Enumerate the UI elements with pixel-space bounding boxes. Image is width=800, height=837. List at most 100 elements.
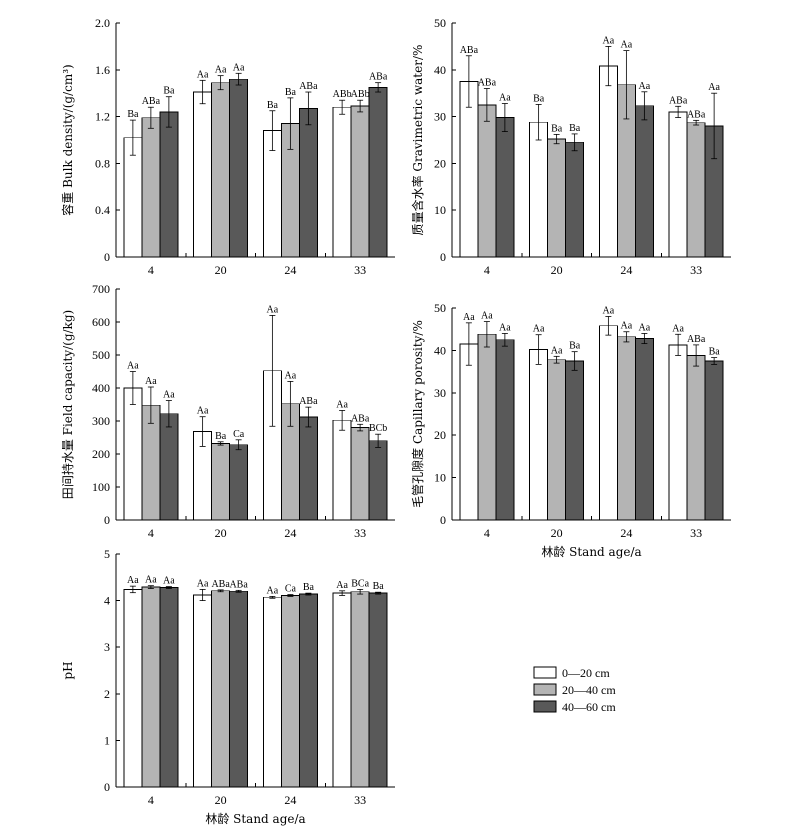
significance-label: Ba bbox=[709, 347, 721, 358]
x-tick-label: 20 bbox=[215, 526, 227, 540]
significance-label: Aa bbox=[197, 578, 209, 589]
y-tick-label: 40 bbox=[434, 63, 446, 77]
legend-label-20-40cm: 20—40 cm bbox=[562, 683, 616, 697]
y-tick-label: 1.2 bbox=[95, 110, 110, 124]
bar-40-60cm-age-33 bbox=[368, 592, 388, 788]
x-tick-label: 4 bbox=[484, 526, 490, 540]
panel-gravimetric-water: 0 10 20 30 40 50 质量含水率 Gravimetric water/% 4 ABa… bbox=[410, 16, 731, 277]
bar-20-40cm-age-24 bbox=[280, 595, 300, 788]
y-tick-label: 10 bbox=[434, 471, 446, 485]
bar-20-40cm-age-20 bbox=[211, 590, 231, 788]
significance-label: ABa bbox=[299, 396, 318, 407]
bar-40-60cm-age-24 bbox=[298, 593, 318, 788]
legend-label-40-60cm: 40—60 cm bbox=[562, 700, 616, 714]
significance-label: Aa bbox=[551, 345, 563, 356]
significance-label: Aa bbox=[127, 361, 139, 372]
bar-40-60cm-age-4 bbox=[159, 587, 179, 788]
bar-40-60cm-age-24 bbox=[298, 108, 318, 258]
significance-label: Aa bbox=[708, 82, 720, 93]
bar-0-20cm-age-24 bbox=[598, 325, 618, 521]
bar-0-20cm-age-4 bbox=[123, 387, 143, 521]
significance-label: Ba bbox=[569, 123, 581, 134]
significance-label: ABa bbox=[687, 334, 706, 345]
bar-0-20cm-age-20 bbox=[193, 91, 213, 258]
significance-label: ABa bbox=[478, 78, 497, 89]
x-tick-label: 4 bbox=[148, 263, 154, 277]
bar-40-60cm-age-33 bbox=[368, 440, 388, 521]
significance-label: ABa bbox=[211, 579, 230, 590]
x-tick-label: 24 bbox=[620, 263, 632, 277]
significance-label: BCb bbox=[369, 423, 387, 434]
bar-0-20cm-age-33 bbox=[332, 419, 352, 521]
x-tick-label: 33 bbox=[354, 263, 366, 277]
bar-0-20cm-age-33 bbox=[668, 344, 688, 521]
x-tick-label: 33 bbox=[690, 526, 702, 540]
significance-label: Aa bbox=[233, 62, 245, 73]
y-tick-label: 50 bbox=[434, 16, 446, 30]
significance-label: Aa bbox=[215, 65, 227, 76]
y-axis-title: 容重 Bulk density/(g/cm³) bbox=[60, 64, 75, 215]
y-tick-label: 700 bbox=[92, 282, 110, 296]
y-tick-label: 10 bbox=[434, 203, 446, 217]
x-tick-label: 24 bbox=[284, 793, 296, 807]
y-tick-label: 1 bbox=[104, 733, 110, 747]
y-axis-title: 质量含水率 Gravimetric water/% bbox=[410, 45, 425, 236]
y-tick-label: 0.8 bbox=[95, 156, 110, 170]
bar-0-20cm-age-20 bbox=[193, 594, 213, 788]
bar-20-40cm-age-20 bbox=[211, 443, 231, 521]
significance-label: Aa bbox=[163, 576, 175, 587]
significance-label: Aa bbox=[603, 35, 615, 46]
bar-20-40cm-age-20 bbox=[547, 138, 567, 258]
significance-label: Aa bbox=[145, 575, 157, 586]
significance-label: Aa bbox=[639, 81, 651, 92]
y-tick-label: 50 bbox=[434, 301, 446, 315]
bar-0-20cm-age-4 bbox=[459, 81, 479, 258]
legend-label-0-20cm: 0—20 cm bbox=[562, 666, 610, 680]
significance-label: Ba bbox=[569, 341, 581, 352]
y-tick-label: 600 bbox=[92, 315, 110, 329]
bar-20-40cm-age-4 bbox=[141, 586, 161, 788]
bar-40-60cm-age-4 bbox=[495, 339, 515, 521]
significance-label: Aa bbox=[463, 312, 475, 323]
bar-40-60cm-age-4 bbox=[159, 413, 179, 521]
legend: 0—20 cm 20—40 cm 40—60 cm bbox=[533, 666, 616, 714]
y-tick-label: 3 bbox=[104, 640, 110, 654]
bar-40-60cm-age-33 bbox=[704, 360, 724, 521]
significance-label: Ba bbox=[285, 87, 297, 98]
bar-0-20cm-age-4 bbox=[123, 589, 143, 788]
x-tick-label: 20 bbox=[215, 263, 227, 277]
significance-label: Ca bbox=[233, 429, 245, 440]
y-tick-label: 40 bbox=[434, 343, 446, 357]
x-tick-label: 4 bbox=[484, 263, 490, 277]
significance-label: Aa bbox=[481, 311, 493, 322]
bar-40-60cm-age-20 bbox=[229, 590, 249, 788]
y-tick-label: 30 bbox=[434, 386, 446, 400]
significance-label: Aa bbox=[672, 323, 684, 334]
bar-0-20cm-age-24 bbox=[262, 596, 282, 788]
bar-20-40cm-age-4 bbox=[477, 333, 497, 521]
bar-40-60cm-age-24 bbox=[634, 338, 654, 521]
y-tick-label: 1.6 bbox=[95, 63, 110, 77]
y-tick-label: 200 bbox=[92, 447, 110, 461]
bar-20-40cm-age-33 bbox=[350, 427, 370, 521]
bar-40-60cm-age-20 bbox=[229, 78, 249, 258]
x-tick-label: 24 bbox=[620, 526, 632, 540]
significance-label: Aa bbox=[267, 585, 279, 596]
significance-label: Aa bbox=[197, 69, 209, 80]
bar-20-40cm-age-24 bbox=[616, 336, 636, 521]
x-tick-label: 33 bbox=[690, 263, 702, 277]
significance-label: ABa bbox=[351, 413, 370, 424]
y-tick-label: 5 bbox=[104, 547, 110, 561]
significance-label: Aa bbox=[639, 322, 651, 333]
bar-0-20cm-age-33 bbox=[332, 592, 352, 788]
x-tick-label: 24 bbox=[284, 526, 296, 540]
legend-swatch-0-20cm bbox=[533, 666, 557, 679]
significance-label: ABa bbox=[142, 96, 161, 107]
significance-label: BCa bbox=[351, 578, 369, 589]
significance-label: Aa bbox=[267, 304, 279, 315]
bar-40-60cm-age-33 bbox=[368, 86, 388, 258]
significance-label: ABa bbox=[299, 81, 318, 92]
y-tick-label: 100 bbox=[92, 480, 110, 494]
bar-20-40cm-age-4 bbox=[477, 104, 497, 258]
